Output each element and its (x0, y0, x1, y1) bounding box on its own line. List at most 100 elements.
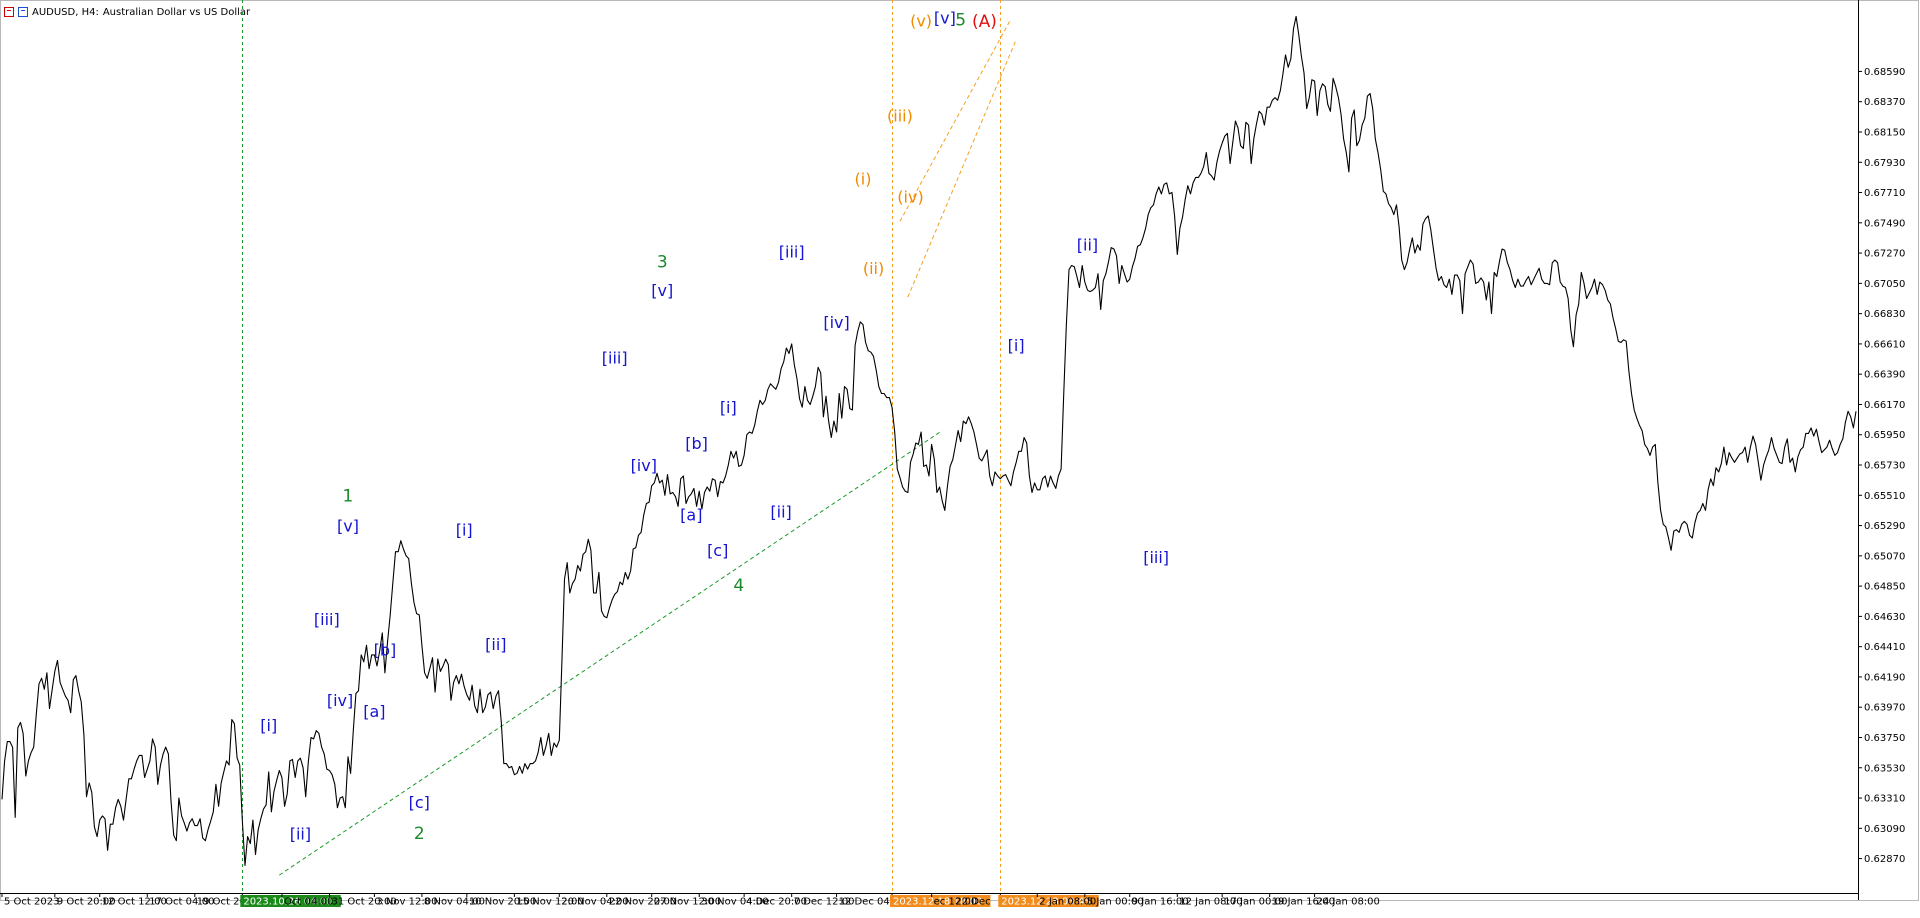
y-tick-label-5: 0.67490 (1864, 218, 1905, 229)
trendline-1 (899, 18, 1012, 222)
vertical-markers (242, 0, 1001, 893)
x-tick-label-10: 10 Nov 20:00 (469, 897, 536, 908)
x-tick-label-27: 19 Jan 16:00 (1272, 897, 1335, 908)
wave-label-8: [c] (409, 793, 430, 812)
chart-header: AUDUSD, H4: Australian Dollar vs US Doll… (4, 5, 250, 19)
y-tick-label-6: 0.67270 (1864, 249, 1905, 260)
x-tick-label-20: ec 12:00 (934, 897, 978, 908)
wave-label-4: [v] (337, 516, 359, 535)
wave-label-5: 1 (343, 487, 354, 507)
chart-window-icon[interactable] (4, 7, 14, 17)
y-tick-label-25: 0.63090 (1864, 824, 1905, 835)
chart-settings-icon[interactable] (18, 7, 28, 17)
wave-label-20: 4 (733, 576, 744, 596)
x-tick-label-18: 12 Dec 04:00 (839, 897, 906, 908)
price-line (1, 15, 1857, 867)
x-tick-highlight-21 (998, 895, 1099, 907)
y-tick-label-8: 0.66830 (1864, 309, 1905, 320)
y-tick-label-16: 0.65070 (1864, 551, 1905, 562)
x-tick-label-22: 2 Jan 08:00 (1039, 897, 1096, 908)
x-tick-highlight-5 (240, 895, 341, 907)
x-tick-label-3: 17 Oct 04:00 (149, 897, 214, 908)
wave-label-29: [v] (934, 9, 956, 28)
y-tick-label-12: 0.65950 (1864, 430, 1905, 441)
wave-label-6: [a] (363, 702, 385, 721)
x-tick-label-5: 2023.10.26 04:00 (243, 897, 332, 908)
y-tick-label-24: 0.63310 (1864, 794, 1905, 805)
y-tick-label-19: 0.64410 (1864, 642, 1905, 653)
wave-label-31: (A) (972, 12, 997, 32)
x-tick-highlight-19 (890, 895, 991, 907)
y-tick-label-2: 0.68150 (1864, 127, 1905, 138)
y-tick-label-22: 0.63750 (1864, 733, 1905, 744)
x-tick-label-24: 9 Jan 16:00 (1132, 897, 1189, 908)
trendline-0 (279, 430, 943, 876)
y-tick-label-21: 0.63970 (1864, 703, 1905, 714)
chart-description: Australian Dollar vs US Dollar (102, 6, 251, 18)
wave-label-34: [iii] (1143, 548, 1169, 567)
x-tick-label-15: 30 Nov 04:00 (701, 897, 768, 908)
x-tick-label-7: 31 Oct 20:00 (331, 897, 396, 908)
y-tick-label-13: 0.65730 (1864, 461, 1905, 472)
x-tick-label-23: 5 Jan 00:00 (1087, 897, 1144, 908)
x-tick-label-1: 9 Oct 20:00 (57, 897, 116, 908)
wave-label-16: [a] (680, 505, 702, 524)
x-tick-label-19: 2023.12.18 18:00 (893, 897, 982, 908)
y-tick-label-9: 0.66610 (1864, 339, 1905, 350)
wave-annotations: [i] [ii] [iii] [iv] [v] 1 [a] [b] [c] 2 [i] [ii] [ii… (260, 9, 1169, 844)
x-tick-label-28: 24 Jan 08:00 (1317, 897, 1380, 908)
wave-label-0: [i] (260, 716, 277, 735)
trendline-2 (907, 39, 1017, 298)
wave-label-12: [iii] (602, 349, 628, 368)
x-tick-label-13: 22 Nov 20:00 (609, 897, 676, 908)
wave-label-10: [i] (456, 521, 473, 540)
wave-label-26: (iii) (887, 106, 913, 125)
wave-label-22: [iii] (779, 243, 805, 262)
x-tick-label-26: 17 Jan 00:00 (1224, 897, 1287, 908)
wave-label-24: (i) (855, 170, 872, 189)
wave-label-33: [ii] (1077, 236, 1098, 255)
x-tick-label-25: 12 Jan 08:00 (1179, 897, 1242, 908)
x-tick-label-14: 27 Nov 12:00 (654, 897, 721, 908)
x-tick-label-11: 15 Nov 12:00 (516, 897, 583, 908)
wave-label-23: [iv] (823, 313, 849, 332)
x-tick-label-21: 2023.12.28 03:45 (1001, 897, 1090, 908)
wave-label-9: 2 (414, 824, 425, 844)
wave-label-27: (iv) (897, 188, 923, 207)
y-tick-label-10: 0.66390 (1864, 370, 1905, 381)
y-tick-label-11: 0.66170 (1864, 400, 1905, 411)
y-tick-label-1: 0.68370 (1864, 97, 1905, 108)
x-tick-label-17: 7 Dec 12:00 (794, 897, 855, 908)
y-tick-label-18: 0.64630 (1864, 612, 1905, 623)
x-tick-label-9: 8 Nov 04:00 (424, 897, 485, 908)
wave-label-28: (v) (910, 11, 932, 30)
x-tick-label-2: 12 Oct 12:00 (102, 897, 167, 908)
x-tick-label-8: 3 Nov 12:00 (376, 897, 437, 908)
wave-label-3: [iv] (327, 691, 353, 710)
trendlines (279, 18, 1017, 876)
wave-label-30: 5 (955, 11, 966, 31)
x-tick-label-0: 5 Oct 2023 (4, 897, 59, 908)
x-tick-label-16: 4 Dec 20:00 (746, 897, 807, 908)
y-tick-label-14: 0.65510 (1864, 491, 1905, 502)
wave-label-1: [ii] (290, 825, 311, 844)
y-tick-label-7: 0.67050 (1864, 279, 1905, 290)
wave-label-7: [b] (374, 640, 397, 659)
wave-label-21: [ii] (770, 503, 791, 522)
y-tick-label-15: 0.65290 (1864, 521, 1905, 532)
x-tick-label-12: 20 Nov 04:00 (561, 897, 628, 908)
wave-label-19: [c] (707, 541, 728, 560)
wave-label-2: [iii] (314, 610, 340, 629)
y-tick-label-23: 0.63530 (1864, 763, 1905, 774)
y-tick-label-20: 0.64190 (1864, 672, 1905, 683)
wave-label-13: [iv] (631, 456, 657, 475)
y-tick-label-0: 0.68590 (1864, 67, 1905, 78)
y-tick-label-3: 0.67930 (1864, 158, 1905, 169)
wave-label-18: [i] (720, 398, 737, 417)
y-tick-label-26: 0.62870 (1864, 854, 1905, 865)
x-tick-partial-0: 22 Dec (955, 897, 990, 908)
